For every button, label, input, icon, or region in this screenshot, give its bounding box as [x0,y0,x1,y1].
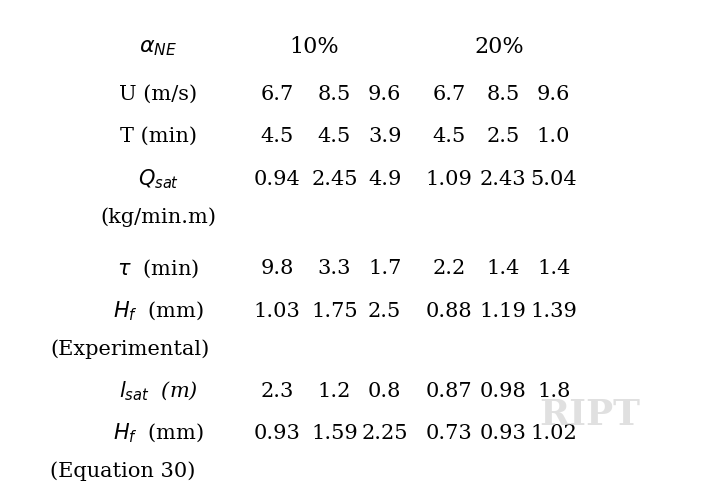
Text: 1.8: 1.8 [537,382,570,401]
Text: 1.19: 1.19 [480,301,527,321]
Text: 2.25: 2.25 [362,424,408,443]
Text: 20%: 20% [475,36,525,58]
Text: 10%: 10% [289,36,339,58]
Text: 1.2: 1.2 [318,382,351,401]
Text: 2.5: 2.5 [368,301,401,321]
Text: 4.5: 4.5 [260,127,293,146]
Text: 0.93: 0.93 [253,424,301,443]
Text: 4.5: 4.5 [433,127,466,146]
Text: 0.98: 0.98 [480,382,527,401]
Text: 6.7: 6.7 [433,85,466,104]
Text: 0.87: 0.87 [426,382,472,401]
Text: 0.73: 0.73 [426,424,473,443]
Text: 0.93: 0.93 [480,424,527,443]
Text: 3.9: 3.9 [368,127,401,146]
Text: 9.8: 9.8 [260,259,293,278]
Text: (kg/min.m): (kg/min.m) [100,207,216,227]
Text: 0.94: 0.94 [253,170,301,189]
Text: 1.59: 1.59 [311,424,358,443]
Text: U (m/s): U (m/s) [119,85,197,104]
Text: 1.0: 1.0 [537,127,570,146]
Text: 1.4: 1.4 [537,259,570,278]
Text: 4.9: 4.9 [368,170,401,189]
Text: 2.45: 2.45 [311,170,357,189]
Text: 2.3: 2.3 [260,382,293,401]
Text: 0.8: 0.8 [368,382,401,401]
Text: 5.04: 5.04 [531,170,577,189]
Text: RIPT: RIPT [539,398,640,432]
Text: 8.5: 8.5 [487,85,520,104]
Text: 2.43: 2.43 [480,170,526,189]
Text: 1.02: 1.02 [530,424,577,443]
Text: 1.4: 1.4 [487,259,520,278]
Text: T (min): T (min) [119,127,197,146]
Text: 1.75: 1.75 [311,301,357,321]
Text: 1.7: 1.7 [368,259,401,278]
Text: 2.2: 2.2 [433,259,466,278]
Text: 1.03: 1.03 [253,301,301,321]
Text: 2.5: 2.5 [487,127,520,146]
Text: $H_f$  (mm): $H_f$ (mm) [113,422,203,446]
Text: 9.6: 9.6 [368,85,401,104]
Text: 3.3: 3.3 [318,259,351,278]
Text: $H_f$  (mm): $H_f$ (mm) [113,299,203,323]
Text: $Q_{sat}$: $Q_{sat}$ [137,167,179,191]
Text: 4.5: 4.5 [318,127,351,146]
Text: $\alpha_{NE}$: $\alpha_{NE}$ [139,36,177,58]
Text: 0.88: 0.88 [426,301,472,321]
Text: $l_{sat}$  (m): $l_{sat}$ (m) [119,380,198,403]
Text: $\tau$  (min): $\tau$ (min) [117,257,199,280]
Text: 1.39: 1.39 [530,301,577,321]
Text: 9.6: 9.6 [537,85,570,104]
Text: (Equation 30): (Equation 30) [50,462,196,481]
Text: (Experimental): (Experimental) [50,339,209,359]
Text: 1.09: 1.09 [426,170,473,189]
Text: 6.7: 6.7 [260,85,293,104]
Text: 8.5: 8.5 [318,85,351,104]
